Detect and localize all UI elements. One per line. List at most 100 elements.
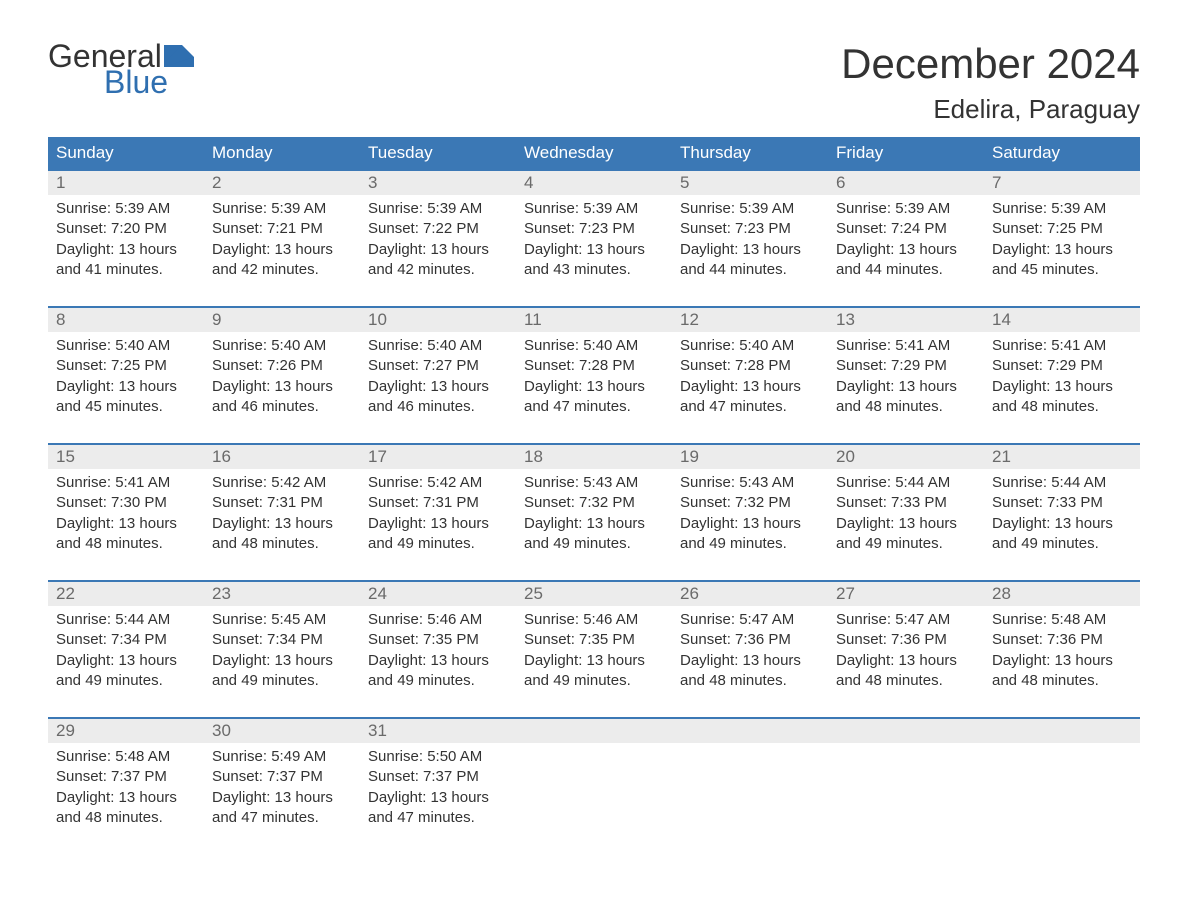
day-details: Sunrise: 5:49 AMSunset: 7:37 PMDaylight:… xyxy=(204,743,360,834)
calendar-day-cell: 29Sunrise: 5:48 AMSunset: 7:37 PMDayligh… xyxy=(48,719,204,834)
calendar-day-cell xyxy=(984,719,1140,834)
sunrise-line: Sunrise: 5:47 AM xyxy=(680,610,820,630)
calendar-day-cell: 28Sunrise: 5:48 AMSunset: 7:36 PMDayligh… xyxy=(984,582,1140,697)
day-details: Sunrise: 5:40 AMSunset: 7:28 PMDaylight:… xyxy=(672,332,828,423)
sunset-line: Sunset: 7:36 PM xyxy=(992,630,1132,650)
day-details: Sunrise: 5:39 AMSunset: 7:25 PMDaylight:… xyxy=(984,195,1140,286)
day-details: Sunrise: 5:40 AMSunset: 7:26 PMDaylight:… xyxy=(204,332,360,423)
day-number: 28 xyxy=(984,582,1140,606)
calendar-day-cell xyxy=(516,719,672,834)
calendar-day-cell: 11Sunrise: 5:40 AMSunset: 7:28 PMDayligh… xyxy=(516,308,672,423)
day-number: 18 xyxy=(516,445,672,469)
weekday-header: Thursday xyxy=(672,137,828,169)
sunset-line: Sunset: 7:34 PM xyxy=(56,630,196,650)
sunset-line: Sunset: 7:25 PM xyxy=(56,356,196,376)
weekday-header: Tuesday xyxy=(360,137,516,169)
daylight-line: Daylight: 13 hours and 46 minutes. xyxy=(368,377,508,418)
sunrise-line: Sunrise: 5:39 AM xyxy=(524,199,664,219)
daylight-line: Daylight: 13 hours and 48 minutes. xyxy=(56,514,196,555)
sunset-line: Sunset: 7:35 PM xyxy=(368,630,508,650)
day-number: 31 xyxy=(360,719,516,743)
day-details: Sunrise: 5:39 AMSunset: 7:20 PMDaylight:… xyxy=(48,195,204,286)
day-details: Sunrise: 5:44 AMSunset: 7:33 PMDaylight:… xyxy=(828,469,984,560)
day-details: Sunrise: 5:47 AMSunset: 7:36 PMDaylight:… xyxy=(828,606,984,697)
day-details: Sunrise: 5:39 AMSunset: 7:24 PMDaylight:… xyxy=(828,195,984,286)
daylight-line: Daylight: 13 hours and 49 minutes. xyxy=(524,514,664,555)
day-details: Sunrise: 5:48 AMSunset: 7:37 PMDaylight:… xyxy=(48,743,204,834)
daylight-line: Daylight: 13 hours and 49 minutes. xyxy=(212,651,352,692)
calendar-day-cell: 6Sunrise: 5:39 AMSunset: 7:24 PMDaylight… xyxy=(828,171,984,286)
sunset-line: Sunset: 7:24 PM xyxy=(836,219,976,239)
weekday-header-row: Sunday Monday Tuesday Wednesday Thursday… xyxy=(48,137,1140,169)
calendar-day-cell: 16Sunrise: 5:42 AMSunset: 7:31 PMDayligh… xyxy=(204,445,360,560)
sunset-line: Sunset: 7:20 PM xyxy=(56,219,196,239)
sunset-line: Sunset: 7:35 PM xyxy=(524,630,664,650)
day-number: 6 xyxy=(828,171,984,195)
sunset-line: Sunset: 7:26 PM xyxy=(212,356,352,376)
sunset-line: Sunset: 7:31 PM xyxy=(212,493,352,513)
day-details: Sunrise: 5:43 AMSunset: 7:32 PMDaylight:… xyxy=(672,469,828,560)
sunrise-line: Sunrise: 5:44 AM xyxy=(836,473,976,493)
calendar-day-cell: 31Sunrise: 5:50 AMSunset: 7:37 PMDayligh… xyxy=(360,719,516,834)
daylight-line: Daylight: 13 hours and 42 minutes. xyxy=(368,240,508,281)
calendar-day-cell: 15Sunrise: 5:41 AMSunset: 7:30 PMDayligh… xyxy=(48,445,204,560)
calendar: Sunday Monday Tuesday Wednesday Thursday… xyxy=(48,137,1140,834)
calendar-day-cell: 18Sunrise: 5:43 AMSunset: 7:32 PMDayligh… xyxy=(516,445,672,560)
day-number xyxy=(828,719,984,743)
daylight-line: Daylight: 13 hours and 49 minutes. xyxy=(524,651,664,692)
sunrise-line: Sunrise: 5:40 AM xyxy=(368,336,508,356)
daylight-line: Daylight: 13 hours and 45 minutes. xyxy=(992,240,1132,281)
sunset-line: Sunset: 7:32 PM xyxy=(524,493,664,513)
daylight-line: Daylight: 13 hours and 47 minutes. xyxy=(212,788,352,829)
sunrise-line: Sunrise: 5:42 AM xyxy=(212,473,352,493)
weekday-header: Monday xyxy=(204,137,360,169)
day-details: Sunrise: 5:46 AMSunset: 7:35 PMDaylight:… xyxy=(360,606,516,697)
day-number: 13 xyxy=(828,308,984,332)
day-number: 1 xyxy=(48,171,204,195)
sunrise-line: Sunrise: 5:44 AM xyxy=(56,610,196,630)
calendar-day-cell: 26Sunrise: 5:47 AMSunset: 7:36 PMDayligh… xyxy=(672,582,828,697)
daylight-line: Daylight: 13 hours and 49 minutes. xyxy=(836,514,976,555)
daylight-line: Daylight: 13 hours and 49 minutes. xyxy=(992,514,1132,555)
day-details: Sunrise: 5:39 AMSunset: 7:23 PMDaylight:… xyxy=(516,195,672,286)
daylight-line: Daylight: 13 hours and 45 minutes. xyxy=(56,377,196,418)
day-number: 24 xyxy=(360,582,516,606)
day-details: Sunrise: 5:41 AMSunset: 7:29 PMDaylight:… xyxy=(984,332,1140,423)
sunrise-line: Sunrise: 5:49 AM xyxy=(212,747,352,767)
calendar-day-cell xyxy=(672,719,828,834)
sunset-line: Sunset: 7:28 PM xyxy=(524,356,664,376)
calendar-week: 8Sunrise: 5:40 AMSunset: 7:25 PMDaylight… xyxy=(48,306,1140,423)
daylight-line: Daylight: 13 hours and 48 minutes. xyxy=(680,651,820,692)
calendar-day-cell: 25Sunrise: 5:46 AMSunset: 7:35 PMDayligh… xyxy=(516,582,672,697)
day-details: Sunrise: 5:39 AMSunset: 7:23 PMDaylight:… xyxy=(672,195,828,286)
calendar-day-cell: 9Sunrise: 5:40 AMSunset: 7:26 PMDaylight… xyxy=(204,308,360,423)
day-details: Sunrise: 5:47 AMSunset: 7:36 PMDaylight:… xyxy=(672,606,828,697)
calendar-week: 1Sunrise: 5:39 AMSunset: 7:20 PMDaylight… xyxy=(48,169,1140,286)
sunrise-line: Sunrise: 5:41 AM xyxy=(836,336,976,356)
sunrise-line: Sunrise: 5:43 AM xyxy=(680,473,820,493)
day-number: 29 xyxy=(48,719,204,743)
sunrise-line: Sunrise: 5:44 AM xyxy=(992,473,1132,493)
daylight-line: Daylight: 13 hours and 47 minutes. xyxy=(680,377,820,418)
daylight-line: Daylight: 13 hours and 43 minutes. xyxy=(524,240,664,281)
day-number: 4 xyxy=(516,171,672,195)
sunset-line: Sunset: 7:28 PM xyxy=(680,356,820,376)
day-details: Sunrise: 5:46 AMSunset: 7:35 PMDaylight:… xyxy=(516,606,672,697)
calendar-day-cell: 30Sunrise: 5:49 AMSunset: 7:37 PMDayligh… xyxy=(204,719,360,834)
sunrise-line: Sunrise: 5:39 AM xyxy=(56,199,196,219)
daylight-line: Daylight: 13 hours and 49 minutes. xyxy=(56,651,196,692)
calendar-day-cell: 1Sunrise: 5:39 AMSunset: 7:20 PMDaylight… xyxy=(48,171,204,286)
daylight-line: Daylight: 13 hours and 47 minutes. xyxy=(524,377,664,418)
day-number: 19 xyxy=(672,445,828,469)
month-title: December 2024 xyxy=(841,40,1140,88)
calendar-day-cell: 21Sunrise: 5:44 AMSunset: 7:33 PMDayligh… xyxy=(984,445,1140,560)
day-number xyxy=(672,719,828,743)
sunset-line: Sunset: 7:29 PM xyxy=(836,356,976,376)
sunrise-line: Sunrise: 5:39 AM xyxy=(992,199,1132,219)
day-details: Sunrise: 5:42 AMSunset: 7:31 PMDaylight:… xyxy=(204,469,360,560)
day-details: Sunrise: 5:40 AMSunset: 7:27 PMDaylight:… xyxy=(360,332,516,423)
day-details: Sunrise: 5:44 AMSunset: 7:34 PMDaylight:… xyxy=(48,606,204,697)
calendar-day-cell: 7Sunrise: 5:39 AMSunset: 7:25 PMDaylight… xyxy=(984,171,1140,286)
sunset-line: Sunset: 7:29 PM xyxy=(992,356,1132,376)
day-number: 23 xyxy=(204,582,360,606)
